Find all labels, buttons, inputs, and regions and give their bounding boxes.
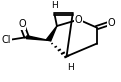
Polygon shape bbox=[26, 36, 48, 40]
Text: H: H bbox=[51, 1, 58, 10]
Text: O: O bbox=[18, 19, 26, 29]
Text: H: H bbox=[67, 63, 74, 72]
Text: Cl: Cl bbox=[1, 35, 11, 45]
Polygon shape bbox=[46, 26, 57, 41]
Text: O: O bbox=[108, 18, 115, 28]
Text: O: O bbox=[75, 15, 83, 25]
